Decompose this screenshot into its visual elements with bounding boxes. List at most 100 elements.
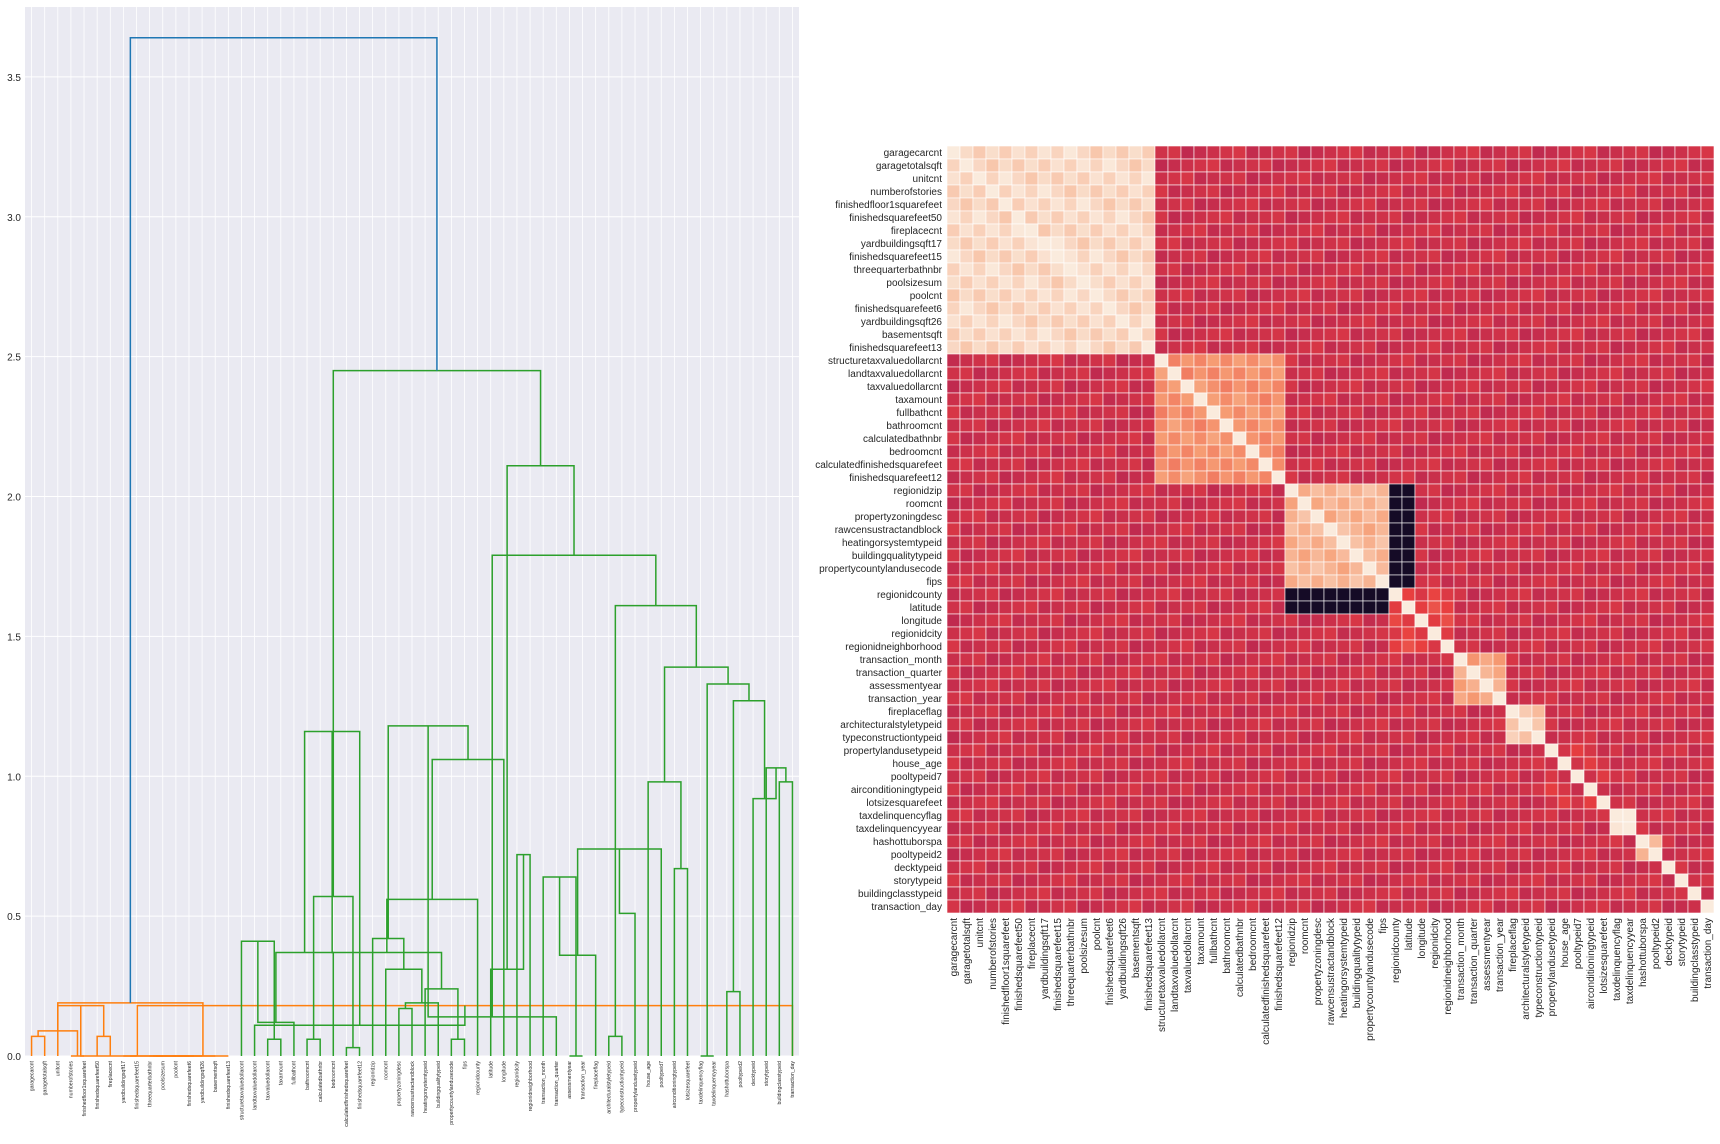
heatmap-row-label: pooltypeid7: [891, 772, 943, 783]
heatmap-cell: [1648, 197, 1663, 212]
heatmap-cell: [1440, 795, 1455, 810]
heatmap-cell: [1661, 626, 1676, 641]
heatmap-cell: [1531, 171, 1546, 186]
heatmap-cell: [1128, 639, 1143, 654]
heatmap-cell: [1453, 886, 1468, 901]
heatmap-cell: [1297, 483, 1312, 498]
heatmap-cell: [1388, 184, 1403, 199]
heatmap-cell: [1219, 171, 1234, 186]
heatmap-cell: [1180, 730, 1195, 745]
heatmap-cell: [1531, 691, 1546, 706]
leaf-label: rawcensustractandblock: [410, 1061, 416, 1117]
heatmap-cell: [1206, 431, 1221, 446]
heatmap-cell: [1089, 431, 1104, 446]
heatmap-cell: [1622, 483, 1637, 498]
heatmap-cell: [1206, 444, 1221, 459]
heatmap-cell: [1557, 340, 1572, 355]
heatmap-cell: [1362, 236, 1377, 251]
heatmap-cell: [1037, 184, 1052, 199]
heatmap-cell: [1622, 561, 1637, 576]
heatmap-cell: [972, 769, 987, 784]
heatmap-cell: [1284, 769, 1299, 784]
heatmap-cell: [1167, 782, 1182, 797]
heatmap-cell: [1544, 769, 1559, 784]
heatmap-cell: [1466, 431, 1481, 446]
heatmap-cell: [1219, 457, 1234, 472]
heatmap-cell: [972, 275, 987, 290]
heatmap-cell: [1466, 639, 1481, 654]
heatmap-cell: [1180, 691, 1195, 706]
heatmap-cell: [1063, 392, 1078, 407]
heatmap-cell: [1297, 145, 1312, 160]
heatmap-cell: [1440, 184, 1455, 199]
heatmap-cell: [1388, 639, 1403, 654]
heatmap-cell: [1674, 158, 1689, 173]
heatmap-cell: [1128, 782, 1143, 797]
heatmap-cell: [1128, 327, 1143, 342]
heatmap-cell: [1219, 652, 1234, 667]
heatmap-cell: [1011, 847, 1026, 862]
heatmap-cell: [1128, 756, 1143, 771]
heatmap-cell: [1284, 678, 1299, 693]
heatmap-row-label: taxdelinquencyflag: [859, 811, 942, 822]
heatmap-cell: [1414, 769, 1429, 784]
heatmap-cell: [1440, 327, 1455, 342]
heatmap-cell: [1063, 808, 1078, 823]
heatmap-cell: [1544, 730, 1559, 745]
heatmap-cell: [1492, 899, 1507, 914]
heatmap-cell: [1102, 444, 1117, 459]
heatmap-cell: [1271, 457, 1286, 472]
heatmap-cell: [1414, 275, 1429, 290]
heatmap-cell: [1089, 756, 1104, 771]
heatmap-col-label: latitude: [1404, 918, 1415, 951]
heatmap-cell: [1349, 379, 1364, 394]
heatmap-cell: [1466, 353, 1481, 368]
heatmap-cell: [1401, 613, 1416, 628]
heatmap-cell: [1479, 613, 1494, 628]
heatmap-row-label: transaction_day: [871, 902, 942, 913]
heatmap-cell: [1323, 353, 1338, 368]
heatmap-cell: [1518, 730, 1533, 745]
heatmap-cell: [946, 717, 961, 732]
heatmap-cell: [1427, 457, 1442, 472]
heatmap-cell: [1596, 483, 1611, 498]
heatmap-cell: [1011, 574, 1026, 589]
heatmap-cell: [1518, 795, 1533, 810]
heatmap-cell: [1089, 470, 1104, 485]
heatmap-cell: [1362, 470, 1377, 485]
heatmap-cell: [1167, 795, 1182, 810]
heatmap-cell: [1336, 236, 1351, 251]
heatmap-row-label: unitcnt: [913, 174, 943, 185]
heatmap-cell: [1375, 574, 1390, 589]
heatmap-cell: [1518, 587, 1533, 602]
heatmap-cell: [1323, 782, 1338, 797]
heatmap-cell: [1271, 470, 1286, 485]
heatmap-cell: [1011, 717, 1026, 732]
heatmap-cell: [1063, 548, 1078, 563]
heatmap-cell: [1687, 678, 1702, 693]
heatmap-cell: [1284, 457, 1299, 472]
heatmap-cell: [1245, 756, 1260, 771]
heatmap-cell: [1037, 691, 1052, 706]
heatmap-cell: [1544, 431, 1559, 446]
heatmap-cell: [1518, 678, 1533, 693]
heatmap-cell: [1128, 626, 1143, 641]
heatmap-cell: [1570, 769, 1585, 784]
heatmap-cell: [1063, 522, 1078, 537]
heatmap-cell: [1687, 834, 1702, 849]
heatmap-cell: [1414, 756, 1429, 771]
heatmap-cell: [1180, 860, 1195, 875]
heatmap-cell: [1206, 886, 1221, 901]
heatmap-cell: [1453, 145, 1468, 160]
heatmap-cell: [1557, 288, 1572, 303]
heatmap-cell: [998, 236, 1013, 251]
heatmap-cell: [1206, 561, 1221, 576]
heatmap-cell: [1284, 145, 1299, 160]
heatmap-cell: [1362, 509, 1377, 524]
heatmap-cell: [1453, 717, 1468, 732]
heatmap-cell: [1011, 158, 1026, 173]
heatmap-cell: [1609, 873, 1624, 888]
heatmap-cell: [1479, 366, 1494, 381]
heatmap-cell: [985, 405, 1000, 420]
heatmap-cell: [1297, 847, 1312, 862]
